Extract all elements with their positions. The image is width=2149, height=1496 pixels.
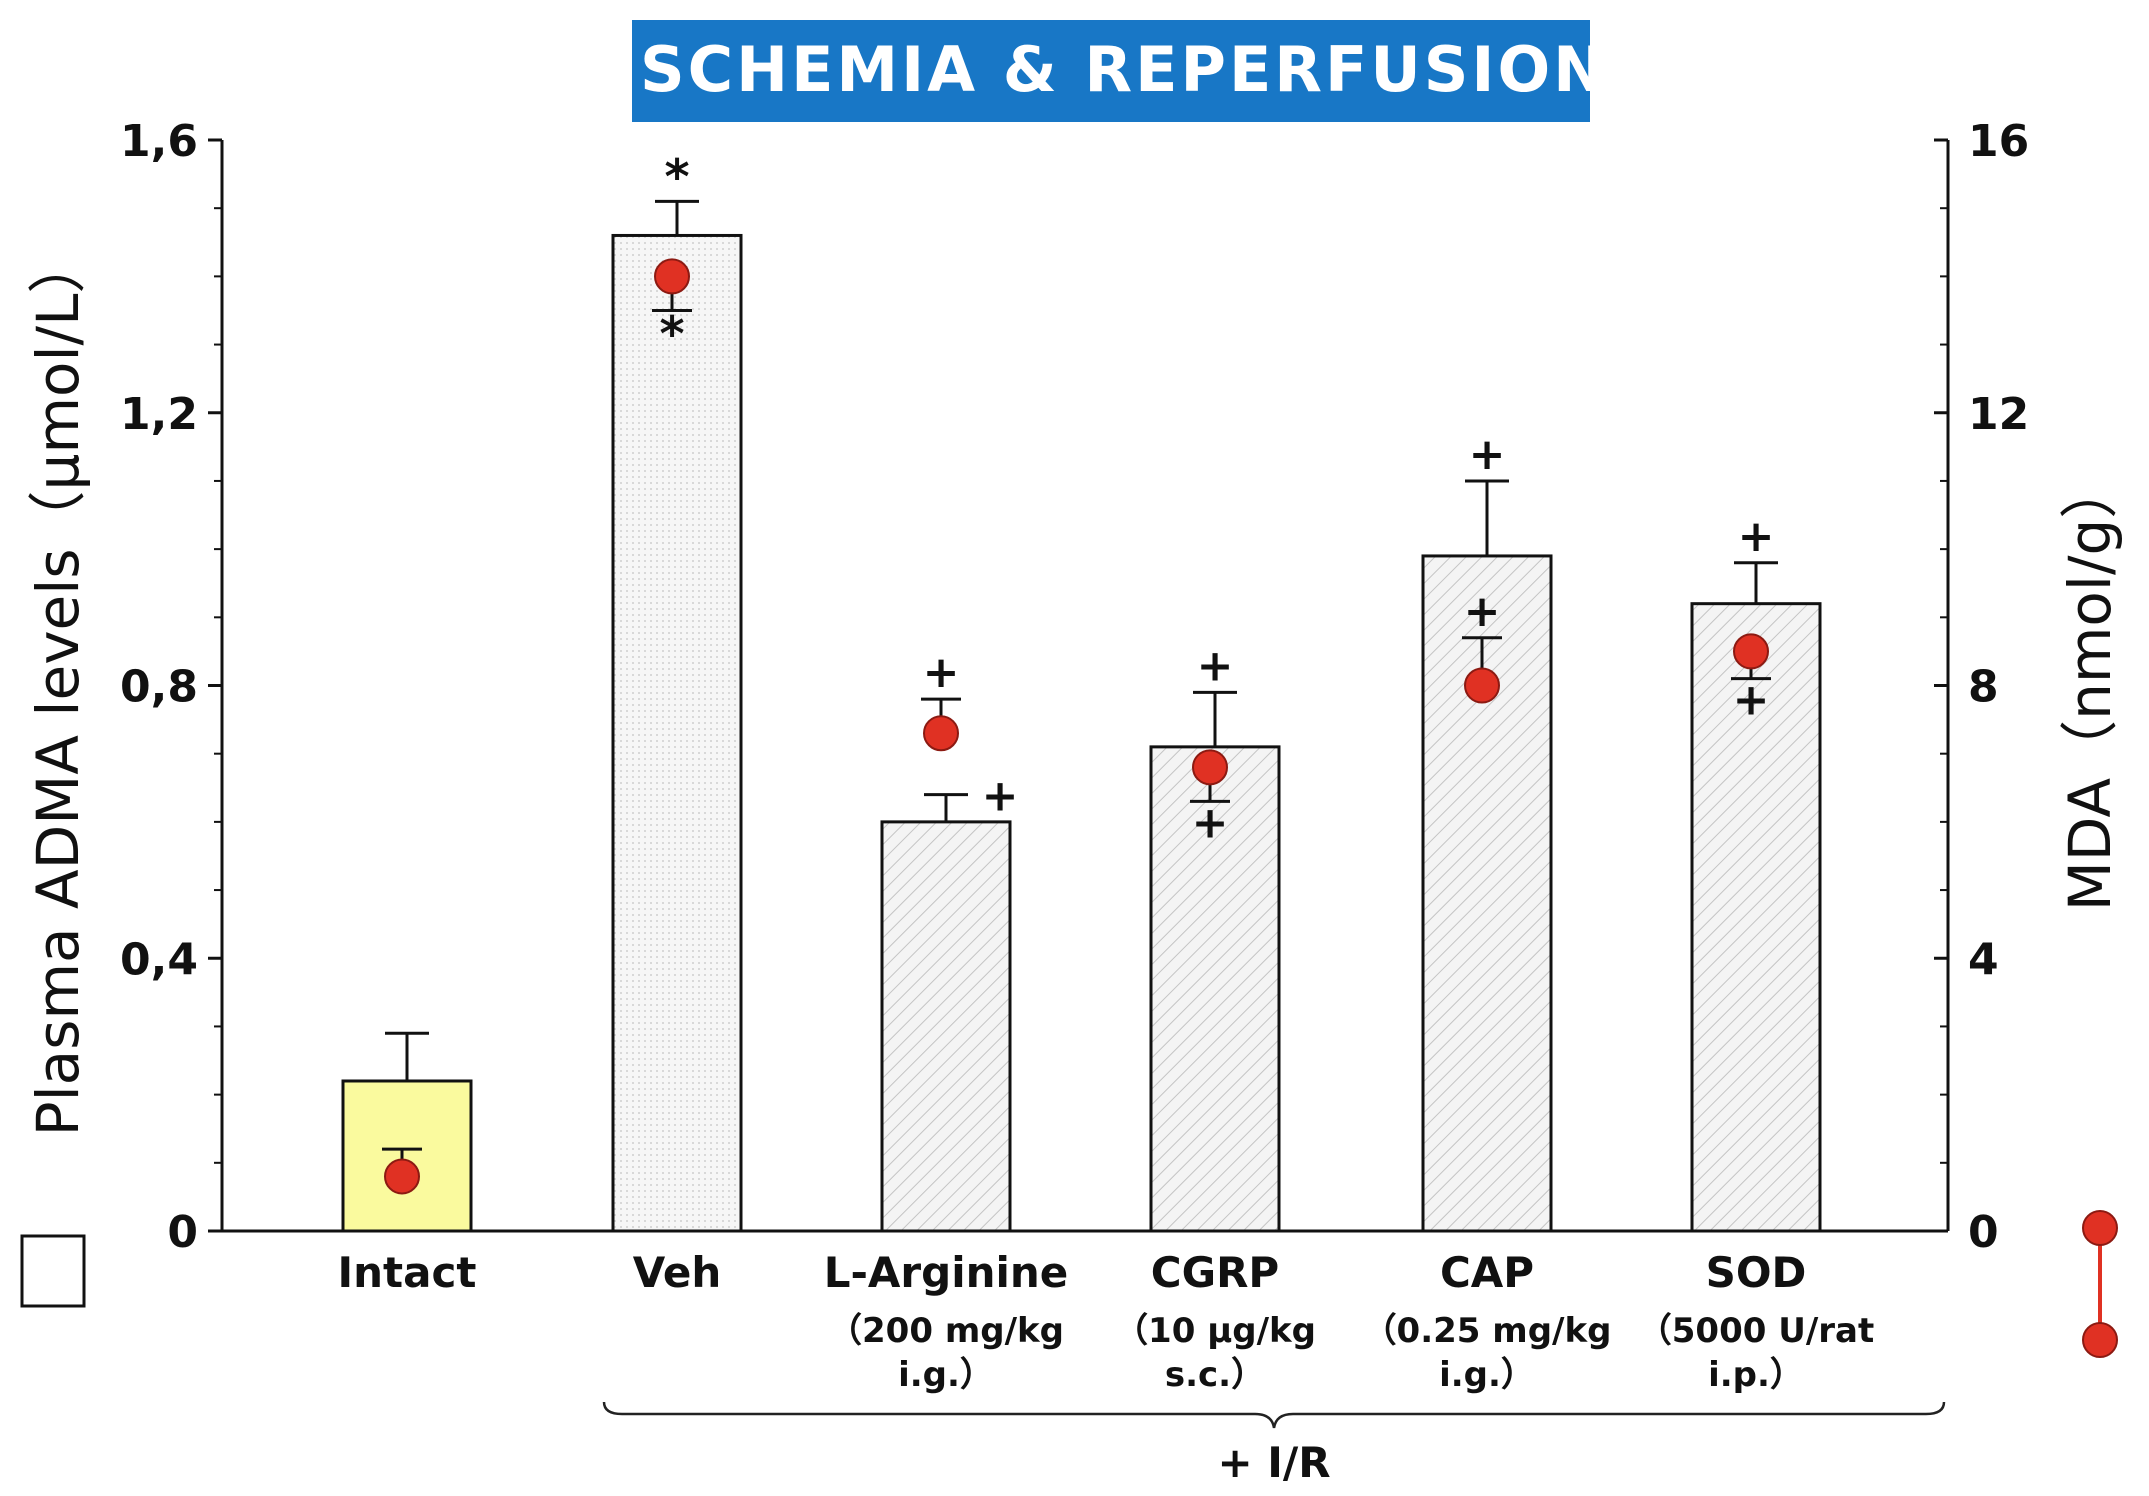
mda-points: * + + + + <box>382 258 1771 1195</box>
right-tick-label: 8 <box>1968 662 1999 713</box>
mda-significance-mark: + <box>923 647 960 698</box>
category-dose-label: （5000 U/rat <box>1638 1311 1874 1351</box>
category-dose-label: （200 mg/kg <box>828 1311 1064 1351</box>
mda-point-intact <box>384 1158 420 1195</box>
category-label: L-Arginine <box>824 1248 1069 1297</box>
left-tick-label: 0 <box>167 1207 198 1258</box>
left-axis-ticks: 0 0,4 0,8 1,2 1,6 <box>120 116 222 1258</box>
legend-adma-box <box>20 1234 86 1308</box>
left-tick-label: 1,2 <box>120 389 198 440</box>
right-tick-label: 4 <box>1968 934 1999 985</box>
category-label: SOD <box>1706 1248 1807 1297</box>
mda-point-cgrp <box>1192 749 1228 786</box>
bar-significance-mark: + <box>982 771 1019 822</box>
category-label: CAP <box>1440 1248 1534 1297</box>
title-banner <box>632 20 1590 122</box>
left-tick-label: 1,6 <box>120 116 198 167</box>
category-route-label: i.p.） <box>1708 1355 1804 1395</box>
category-label: Veh <box>633 1248 722 1297</box>
right-tick-label: 0 <box>1968 1207 1999 1258</box>
mda-significance-mark: + <box>1192 797 1229 848</box>
mda-significance-mark: + <box>1464 586 1501 637</box>
bar-l-arginine <box>880 820 1012 1233</box>
ir-group-label: + I/R <box>1217 1438 1330 1487</box>
adma-bars: * + + + + <box>341 149 1822 1233</box>
legend-mda-point-top <box>2082 1210 2118 1246</box>
category-route-label: i.g.） <box>898 1355 994 1395</box>
right-axis-title: MDA（nmol/g） <box>2056 461 2124 912</box>
mda-point-veh <box>654 258 690 295</box>
left-tick-label: 0,4 <box>120 934 198 985</box>
right-tick-label: 16 <box>1968 116 2029 167</box>
bar-significance-mark: * <box>664 149 689 205</box>
bar-intact <box>341 1079 473 1233</box>
mda-point-l-arginine <box>923 715 959 752</box>
left-axis-title: Plasma ADMA levels（μmol/L） <box>24 236 92 1137</box>
bar-significance-mark: + <box>1738 511 1775 562</box>
right-tick-label: 12 <box>1968 389 2029 440</box>
mda-significance-mark: * <box>659 306 684 362</box>
chart-title: ISCHEMIA & REPERFUSION <box>614 33 1608 106</box>
category-dose-label: （0.25 mg/kg <box>1363 1311 1612 1351</box>
category-route-label: i.g.） <box>1439 1355 1535 1395</box>
bar-significance-mark: + <box>1469 429 1506 480</box>
category-label: CGRP <box>1151 1248 1279 1297</box>
x-axis-labels: Intact Veh L-Arginine（200 mg/kgi.g.）CGRP（1… <box>338 1248 1875 1395</box>
bar-cap <box>1421 554 1553 1233</box>
ir-group-brace <box>602 1401 1946 1429</box>
left-tick-label: 0,8 <box>120 662 198 713</box>
bar-significance-mark: + <box>1197 640 1234 691</box>
category-route-label: s.c.） <box>1165 1355 1265 1395</box>
right-axis-ticks: 0 4 8 12 16 <box>1934 116 2029 1258</box>
bar-cgrp <box>1149 745 1281 1233</box>
mda-point-cap <box>1464 667 1500 704</box>
category-label: Intact <box>338 1248 477 1297</box>
mda-point-sod <box>1733 633 1769 670</box>
mda-significance-mark: + <box>1733 675 1770 726</box>
bar-veh <box>611 233 743 1233</box>
bar-sod <box>1690 602 1822 1233</box>
category-dose-label: （10 μg/kg <box>1114 1311 1316 1351</box>
legend-mda-point-bottom <box>2082 1322 2118 1358</box>
